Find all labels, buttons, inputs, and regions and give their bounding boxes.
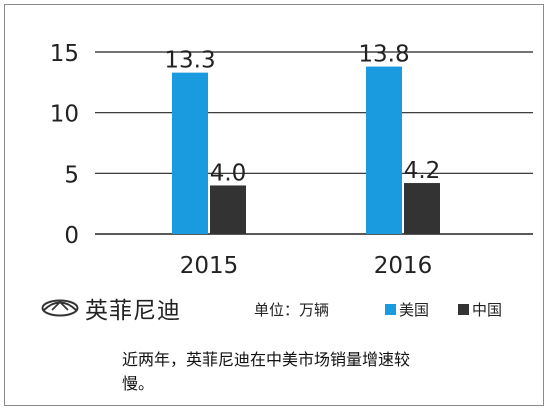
y-tick-label: 10 [50, 102, 79, 128]
y-tick-label: 15 [50, 41, 79, 67]
brand-name: 英菲尼迪 [85, 298, 181, 324]
legend-item: 中国 [458, 299, 502, 320]
legend-label: 美国 [399, 301, 430, 319]
infiniti-logo-icon [41, 299, 79, 317]
data-label: 4.0 [210, 160, 247, 186]
caption: 近两年，英菲尼迪在中美市场销量增速较慢。 [122, 350, 411, 393]
x-tick-label: 2015 [180, 253, 239, 279]
brand: 英菲尼迪 [41, 291, 181, 325]
legend-swatch [458, 304, 469, 315]
data-label: 4.2 [404, 158, 441, 184]
chart-frame: 0 5 10 15 13.3 4.0 2015 13.8 4.2 2016 英菲尼迪 单位：万辆 … [4, 4, 544, 406]
bar-美国 [172, 72, 208, 234]
y-tick-label: 0 [64, 223, 79, 249]
bar-中国 [210, 185, 246, 234]
data-label: 13.3 [164, 48, 215, 74]
data-label: 13.8 [358, 42, 409, 68]
legend-swatch [385, 304, 396, 315]
bar-中国 [404, 183, 440, 234]
y-tick-label: 5 [64, 162, 79, 188]
unit-label: 单位：万辆 [254, 301, 330, 319]
legend-label: 中国 [472, 301, 503, 319]
bar-chart: 0 5 10 15 13.3 4.0 2015 13.8 4.2 2016 [50, 41, 533, 279]
x-tick-label: 2016 [374, 253, 433, 279]
legend-item: 美国 [385, 299, 429, 320]
bar-美国 [366, 66, 402, 234]
